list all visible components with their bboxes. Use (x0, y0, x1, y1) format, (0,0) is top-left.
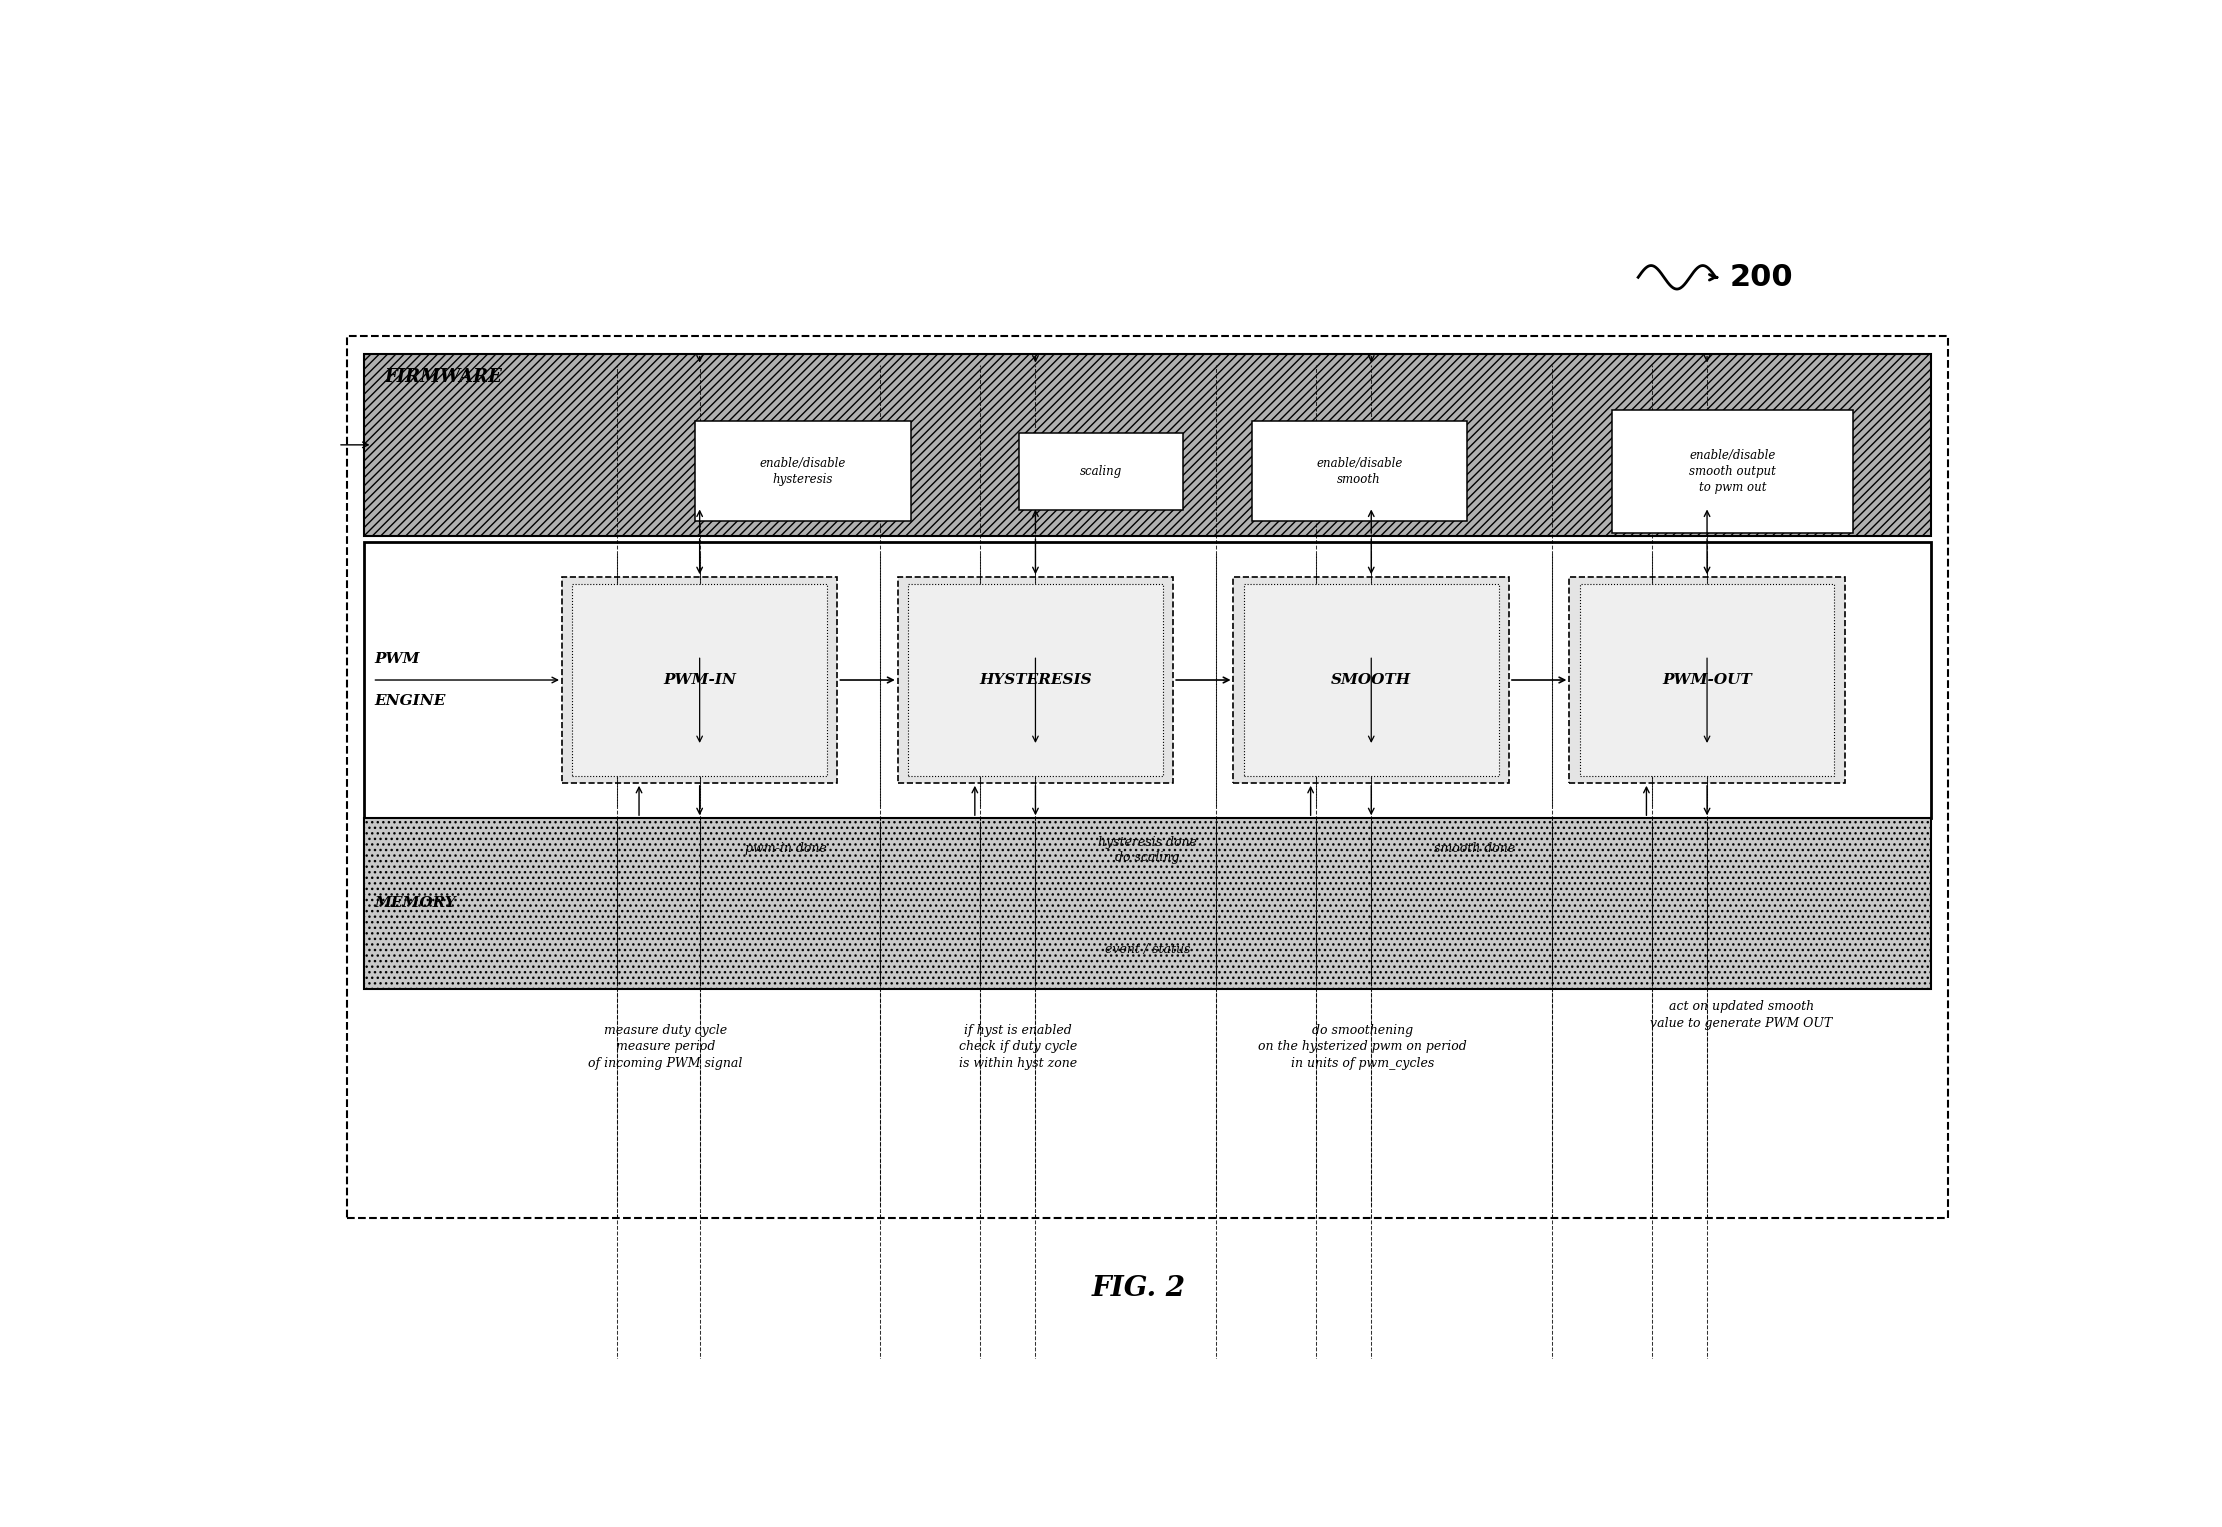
Text: PWM: PWM (373, 652, 420, 666)
Bar (573, 585, 827, 776)
Text: PWM-OUT: PWM-OUT (1662, 673, 1751, 687)
Text: ENGINE: ENGINE (373, 695, 447, 709)
Text: measure duty cycle
measure period
of incoming PWM signal: measure duty cycle measure period of inc… (589, 1025, 742, 1070)
Text: scaling: scaling (1080, 464, 1122, 478)
Bar (909, 585, 1162, 776)
Bar (364, 354, 1931, 536)
Bar (1244, 585, 1498, 776)
Bar (695, 421, 911, 521)
Text: hysteresis done
do scaling: hysteresis done do scaling (1098, 835, 1198, 864)
Text: do smoothening
on the hysterized pwm on period
in units of pwm_cycles: do smoothening on the hysterized pwm on … (1258, 1025, 1467, 1070)
Text: if hyst is enabled
check if duty cycle
is within hyst zone: if hyst is enabled check if duty cycle i… (960, 1025, 1078, 1070)
Bar (898, 577, 1173, 783)
Bar (562, 577, 838, 783)
Bar (1613, 409, 1853, 533)
Text: enable/disable
hysteresis: enable/disable hysteresis (760, 457, 847, 486)
Text: PWM-IN: PWM-IN (662, 673, 735, 687)
Text: FIRMWARE: FIRMWARE (384, 368, 502, 386)
Text: act on updated smooth
value to generate PWM OUT: act on updated smooth value to generate … (1651, 1000, 1833, 1029)
Text: pwm-in done: pwm-in done (744, 841, 827, 855)
Text: event / status: event / status (1104, 942, 1191, 956)
Bar (1020, 434, 1182, 510)
Bar (1580, 585, 1835, 776)
Text: MEMORY: MEMORY (373, 896, 456, 910)
Bar (347, 336, 1949, 1219)
Text: HYSTERESIS: HYSTERESIS (980, 673, 1091, 687)
Text: smooth done: smooth done (1433, 841, 1515, 855)
Bar (364, 818, 1931, 988)
Bar (364, 542, 1931, 818)
Bar (1233, 577, 1509, 783)
Text: 200: 200 (1729, 263, 1793, 292)
Bar (1569, 577, 1844, 783)
Text: FIG. 2: FIG. 2 (1091, 1275, 1187, 1303)
Bar (1251, 421, 1467, 521)
Text: SMOOTH: SMOOTH (1331, 673, 1411, 687)
Text: enable/disable
smooth output
to pwm out: enable/disable smooth output to pwm out (1689, 449, 1775, 493)
Text: enable/disable
smooth: enable/disable smooth (1315, 457, 1402, 486)
